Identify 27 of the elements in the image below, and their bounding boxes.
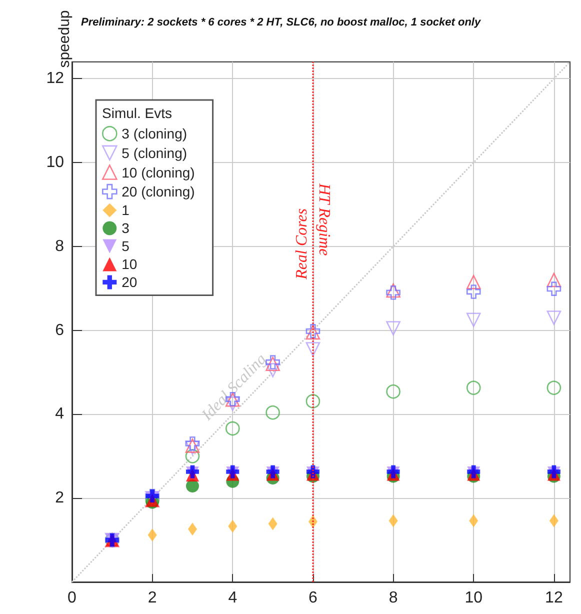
legend-title: Simul. Evts [102,105,172,121]
y-tick-label: 8 [55,238,64,255]
y-tick-label: 6 [55,322,64,339]
legend-label: 20 [122,274,138,290]
x-tick-label: 4 [228,590,238,606]
x-tick-label: 2 [148,590,157,606]
x-tick-label: 8 [388,590,398,606]
chart-title: Preliminary: 2 sockets * 6 cores * 2 HT, SLC6, no boost malloc, 1 socket only [81,16,482,28]
legend-label: 20 (cloning) [122,184,195,200]
y-tick-label: 12 [46,70,64,88]
y-tick-label: 4 [55,406,64,423]
legend-label: 3 (cloning) [122,126,188,142]
y-axis-title: speedup [56,10,73,68]
legend-label: 5 [122,238,130,254]
ref-line-label: Real Cores [293,208,310,280]
legend-label: 3 [122,220,130,236]
x-tick-label: 10 [464,590,483,606]
x-tick-label: 6 [308,590,318,606]
x-tick-label: 12 [545,590,563,606]
y-tick-label: 10 [46,154,64,172]
legend-label: 10 [122,256,138,272]
annotation: HT Regime [315,182,332,256]
legend-label: 1 [122,202,130,218]
y-tick-label: 2 [55,490,64,507]
legend-label: 5 (cloning) [122,144,188,161]
x-tick-label: 0 [68,590,77,606]
legend-label: 10 (cloning) [122,164,195,180]
